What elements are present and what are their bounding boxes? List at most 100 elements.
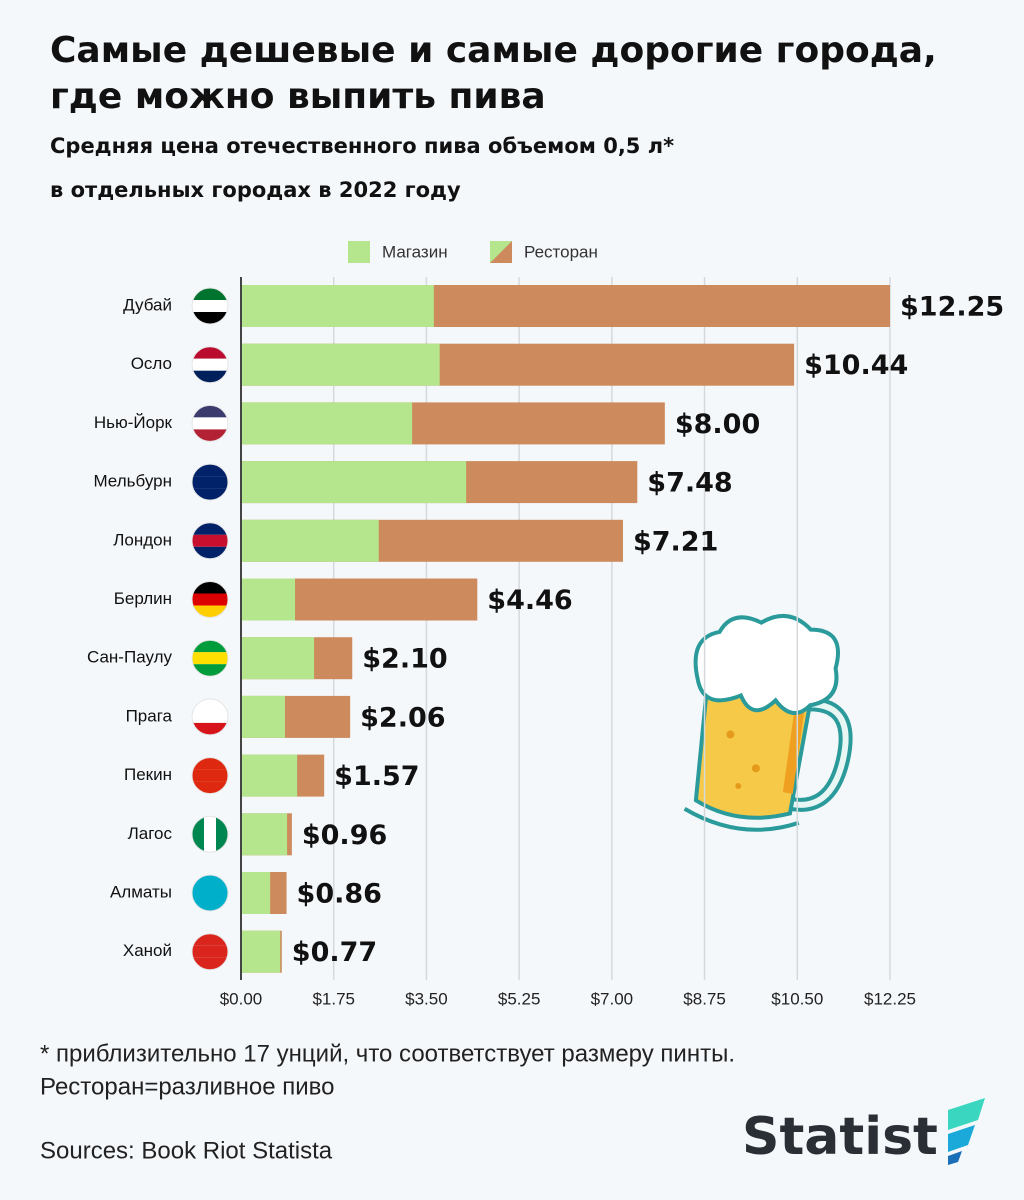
legend-swatch [348,241,370,263]
x-tick-label: $3.50 [405,989,448,1008]
flag-stripe [216,816,228,853]
value-label: $7.21 [633,526,718,557]
bar [241,285,434,327]
y-tick-label: Прага [126,706,173,725]
flag-stripe [192,288,228,300]
value-label: $12.25 [900,292,1004,323]
y-tick-label: Ханой [123,941,172,960]
flag-stripe [192,358,228,371]
flag [192,933,228,970]
flag-stripe [192,698,228,711]
flag [192,405,228,442]
y-tick-label: Алматы [110,882,172,901]
flag-border [191,581,229,618]
flag-border [191,815,229,853]
flag-stripe [192,346,228,359]
flag-stripe [192,887,228,899]
flag-stripe [192,722,228,735]
logo-icon [948,1098,985,1165]
footnote: Ресторан=разливное пиво [40,1073,335,1100]
flag-stripe [192,652,228,665]
flag-border [191,404,229,442]
footnote: * приблизительно 17 унций, что соответст… [40,1040,735,1067]
bar [241,695,285,738]
flag-border [191,933,229,971]
y-tick-label: Пекин [124,765,172,784]
y-tick-label: Мельбурн [93,472,172,491]
flag-stripe [192,488,228,501]
value-label: $0.77 [292,937,377,968]
flag [192,640,228,677]
logo: Statist [742,1107,938,1167]
flag [192,816,228,853]
y-tick-label: Лагос [128,824,173,843]
bar [241,637,315,680]
flag-border [191,463,229,501]
legend-label: Ресторан [524,242,598,261]
bar [241,461,467,504]
y-tick-label: Берлин [114,589,172,608]
y-tick-label: Нью-Йорк [94,413,173,432]
bar [241,872,271,914]
flag-stripe [192,522,228,535]
x-tick-label: $0.00 [220,989,263,1008]
value-label: $8.00 [675,409,760,440]
flag-stripe [204,816,216,853]
flag-stripe [192,464,228,477]
flag-border [191,522,229,560]
value-label: $1.57 [334,761,419,792]
bar [241,754,298,797]
flag-stripe [192,429,228,442]
flag-stripe [192,640,228,653]
flag-stripe [192,593,228,606]
bar [241,343,440,386]
flag-stripe [192,312,228,324]
flag-stripe [192,405,228,418]
flag-stripe [192,370,228,383]
value-label: $10.44 [804,350,908,381]
y-tick-label: Дубай [123,295,172,314]
flag-stripe [192,417,228,430]
flag [192,346,228,383]
chart-title: Самые дешевые и самые дорогие города, [50,30,937,71]
flag-stripe [192,534,228,547]
flag-stripe [192,875,228,887]
value-label: $7.48 [647,468,732,499]
subtitle: Средняя цена отечественного пива объемом… [50,134,674,158]
bar [241,402,413,445]
value-label: $2.06 [360,702,445,733]
flag [192,464,228,501]
x-tick-label: $10.50 [771,989,823,1008]
flag-stripe [192,710,228,723]
x-tick-label: $8.75 [683,989,726,1008]
flag-border [191,639,229,677]
flag-border [191,698,229,736]
bar [241,578,296,621]
chart-title: где можно выпить пива [50,76,546,117]
y-tick-label: Сан-Паулу [87,648,173,667]
source: Sources: Book Riot Statista [40,1137,333,1164]
flag-stripe [192,933,228,946]
value-label: $2.10 [362,644,447,675]
flag-stripe [192,957,228,970]
flag-border [191,287,229,325]
flag [192,288,228,324]
flag-stripe [192,664,228,677]
beer-illustration [683,613,853,832]
flag-border [191,757,229,795]
y-tick-label: Лондон [113,530,172,549]
flag-stripe [192,546,228,559]
flag-stripe [192,781,228,794]
x-tick-label: $1.75 [312,989,355,1008]
legend-label: Магазин [382,242,448,261]
x-tick-label: $7.00 [591,989,634,1008]
flag-stripe [192,476,228,489]
value-label: $0.86 [297,879,382,910]
flag-stripe [192,300,228,312]
flag-border [191,346,229,384]
subtitle: в отдельных городах в 2022 году [50,178,461,202]
flag-stripe [192,769,228,782]
flag-stripe [192,757,228,770]
bar [241,813,288,856]
